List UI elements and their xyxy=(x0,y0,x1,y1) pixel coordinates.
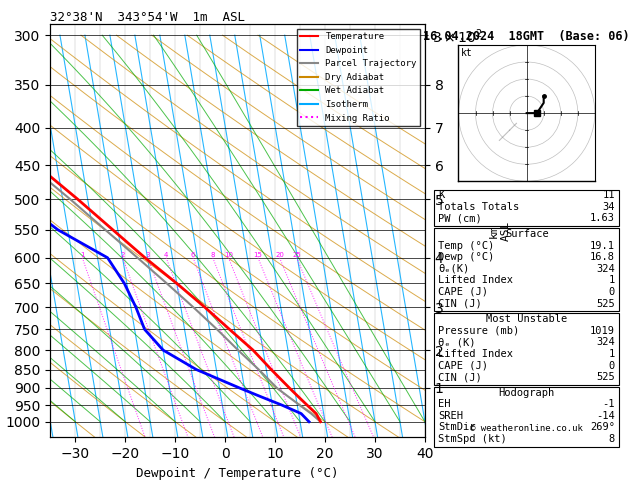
Text: 0: 0 xyxy=(609,287,615,297)
Text: Pressure (mb): Pressure (mb) xyxy=(438,326,520,336)
Text: 15: 15 xyxy=(253,252,262,258)
Text: Temp (°C): Temp (°C) xyxy=(438,241,494,251)
Text: 11: 11 xyxy=(603,191,615,200)
Text: 324: 324 xyxy=(596,264,615,274)
Text: StmDir: StmDir xyxy=(438,422,476,433)
Text: 19.1: 19.1 xyxy=(590,241,615,251)
Text: 20: 20 xyxy=(275,252,284,258)
Text: 0: 0 xyxy=(609,361,615,370)
Text: 525: 525 xyxy=(596,298,615,309)
Text: 25: 25 xyxy=(292,252,301,258)
Text: CIN (J): CIN (J) xyxy=(438,372,482,382)
Text: Most Unstable: Most Unstable xyxy=(486,314,567,324)
Text: EH: EH xyxy=(438,399,451,409)
Text: Lifted Index: Lifted Index xyxy=(438,276,513,285)
Text: 3: 3 xyxy=(145,252,150,258)
Text: θₑ (K): θₑ (K) xyxy=(438,337,476,347)
Text: 4: 4 xyxy=(164,252,169,258)
Text: CAPE (J): CAPE (J) xyxy=(438,287,488,297)
Y-axis label: km
ASL: km ASL xyxy=(489,221,511,241)
Text: -1: -1 xyxy=(603,399,615,409)
Text: 32°38'N  343°54'W  1m  ASL: 32°38'N 343°54'W 1m ASL xyxy=(50,11,245,24)
Text: θₑ(K): θₑ(K) xyxy=(438,264,469,274)
Text: 10: 10 xyxy=(224,252,233,258)
Text: © weatheronline.co.uk: © weatheronline.co.uk xyxy=(470,424,583,434)
Text: 1.63: 1.63 xyxy=(590,213,615,224)
Text: 8: 8 xyxy=(211,252,215,258)
Text: -14: -14 xyxy=(596,411,615,421)
Text: SREH: SREH xyxy=(438,411,464,421)
Text: CIN (J): CIN (J) xyxy=(438,298,482,309)
Text: StmSpd (kt): StmSpd (kt) xyxy=(438,434,507,444)
X-axis label: Dewpoint / Temperature (°C): Dewpoint / Temperature (°C) xyxy=(136,467,339,480)
Text: Dewp (°C): Dewp (°C) xyxy=(438,252,494,262)
Text: 324: 324 xyxy=(596,337,615,347)
Text: Hodograph: Hodograph xyxy=(499,388,555,398)
Text: 8: 8 xyxy=(609,434,615,444)
Text: Surface: Surface xyxy=(505,229,548,239)
Text: Lifted Index: Lifted Index xyxy=(438,349,513,359)
Text: Totals Totals: Totals Totals xyxy=(438,202,520,212)
FancyBboxPatch shape xyxy=(435,190,619,226)
Text: 1: 1 xyxy=(609,349,615,359)
Text: PW (cm): PW (cm) xyxy=(438,213,482,224)
Text: 6: 6 xyxy=(191,252,195,258)
Text: 1019: 1019 xyxy=(590,326,615,336)
FancyBboxPatch shape xyxy=(435,387,619,447)
Text: 269°: 269° xyxy=(590,422,615,433)
Text: 34: 34 xyxy=(603,202,615,212)
Text: 1: 1 xyxy=(609,276,615,285)
Text: 525: 525 xyxy=(596,372,615,382)
FancyBboxPatch shape xyxy=(435,228,619,312)
Text: 16.8: 16.8 xyxy=(590,252,615,262)
Legend: Temperature, Dewpoint, Parcel Trajectory, Dry Adiabat, Wet Adiabat, Isotherm, Mi: Temperature, Dewpoint, Parcel Trajectory… xyxy=(296,29,420,126)
Text: K: K xyxy=(438,191,445,200)
Text: 1: 1 xyxy=(80,252,84,258)
FancyBboxPatch shape xyxy=(435,313,619,385)
Text: CAPE (J): CAPE (J) xyxy=(438,361,488,370)
Text: 2: 2 xyxy=(121,252,125,258)
Text: 16.04.2024  18GMT  (Base: 06): 16.04.2024 18GMT (Base: 06) xyxy=(423,31,629,43)
